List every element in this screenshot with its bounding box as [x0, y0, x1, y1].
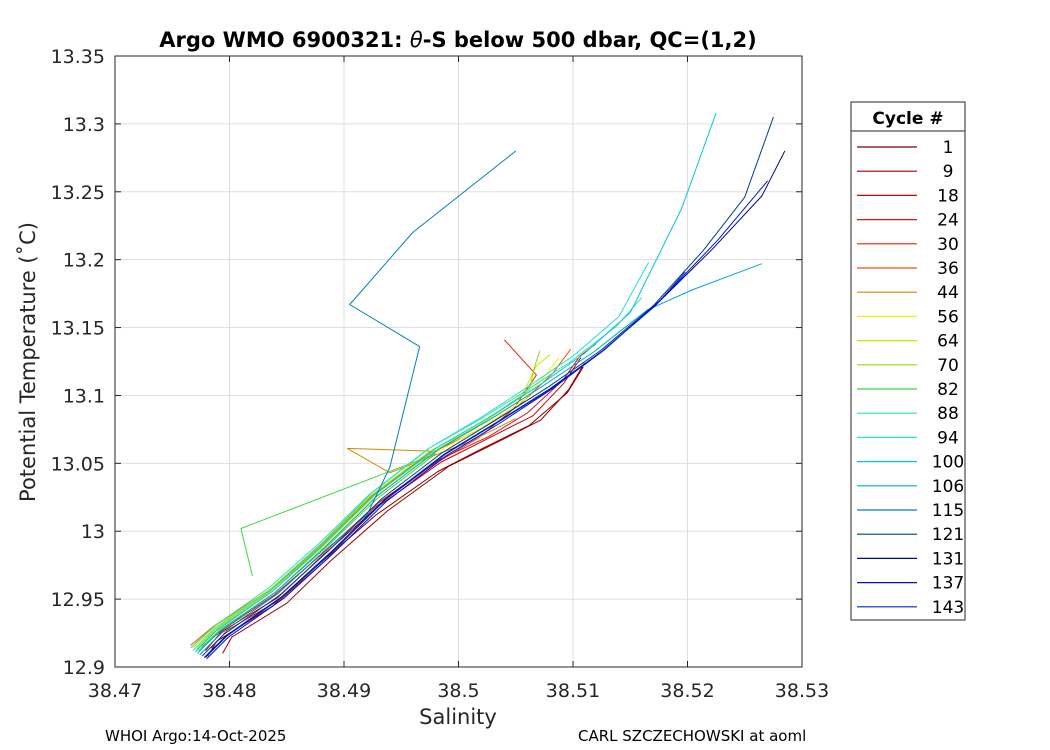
series-line-cycle-82 [198, 453, 437, 652]
legend-label: 115 [932, 501, 964, 521]
legend-label: 131 [932, 549, 964, 569]
series-line-cycle-64 [192, 354, 551, 649]
legend-label: 106 [932, 477, 964, 497]
legend-label: 56 [937, 307, 959, 327]
x-tick-label: 38.51 [546, 680, 600, 702]
y-tick-label: 13.05 [51, 453, 105, 475]
y-tick-label: 13.15 [51, 318, 105, 340]
y-axis-label: Potential Temperature (˚C) [16, 222, 40, 502]
series-line-cycle-100 [194, 112, 717, 653]
legend-label: 9 [943, 162, 954, 182]
x-tick-label: 38.52 [660, 680, 714, 702]
y-tick-label: 13.3 [63, 114, 105, 136]
legend-label: 94 [937, 428, 959, 448]
series-line-cycle-70 [195, 350, 541, 650]
x-tick-label: 38.48 [202, 680, 256, 702]
legend-label: 82 [937, 380, 959, 400]
y-tick-label: 13.35 [51, 46, 105, 68]
legend-label: 1 [943, 138, 954, 158]
series-lines [190, 112, 786, 660]
series-line-cycle-143 [205, 271, 686, 658]
series-line-cycle-131 [203, 150, 786, 658]
series-line-cycle-115 [199, 150, 517, 656]
x-tick-label: 38.47 [88, 680, 142, 702]
x-tick-label: 38.53 [775, 680, 829, 702]
legend-label: 24 [937, 211, 959, 231]
x-axis-label: Salinity [419, 705, 497, 729]
legend-label: 100 [932, 453, 964, 473]
chart-title: Argo WMO 6900321: θ-S below 500 dbar, QC… [159, 28, 756, 52]
x-tick-label: 38.5 [437, 680, 479, 702]
legend-label: 44 [937, 283, 959, 303]
legend-label: 121 [932, 525, 964, 545]
legend-label: 18 [937, 186, 959, 206]
x-axis-ticks: 38.47 38.48 38.49 38.5 38.51 38.52 38.53 [88, 56, 829, 702]
series-line-cycle-44 [194, 418, 517, 645]
series-line-cycle-9 [222, 362, 585, 654]
legend-title: Cycle # [872, 109, 943, 129]
legend-items: 1 9 18 24 30 36 44 56 64 70 82 88 94 100 106 115 121 131 1… [857, 138, 964, 618]
series-line-cycle-121 [201, 116, 774, 657]
y-tick-label: 12.9 [63, 657, 105, 679]
y-tick-label: 13.1 [63, 385, 105, 407]
legend-label: 88 [937, 404, 959, 424]
y-tick-label: 13 [81, 521, 105, 543]
grid-lines [115, 56, 802, 667]
y-tick-label: 13.2 [63, 250, 105, 272]
y-tick-label: 12.95 [51, 589, 105, 611]
legend-label: 30 [937, 235, 959, 255]
series-line-cycle-94 [192, 262, 650, 652]
footer-left: WHOI Argo:14-Oct-2025 [105, 727, 286, 745]
footer-right: CARL SZCZECHOWSKI at aoml [578, 727, 806, 745]
legend-label: 70 [937, 356, 959, 376]
x-tick-label: 38.49 [317, 680, 371, 702]
legend-label: 143 [932, 598, 964, 618]
legend-label: 64 [937, 332, 959, 352]
y-tick-label: 13.25 [51, 182, 105, 204]
legend-label: 36 [937, 259, 959, 279]
y-axis-ticks: 12.9 12.95 13 13.05 13.1 13.15 13.2 13.25 13.3 13… [51, 46, 802, 679]
legend-label: 137 [932, 574, 964, 594]
legend: Cycle # 1 9 18 24 30 36 44 56 64 70 82 88 94 100 106 11… [850, 101, 966, 621]
